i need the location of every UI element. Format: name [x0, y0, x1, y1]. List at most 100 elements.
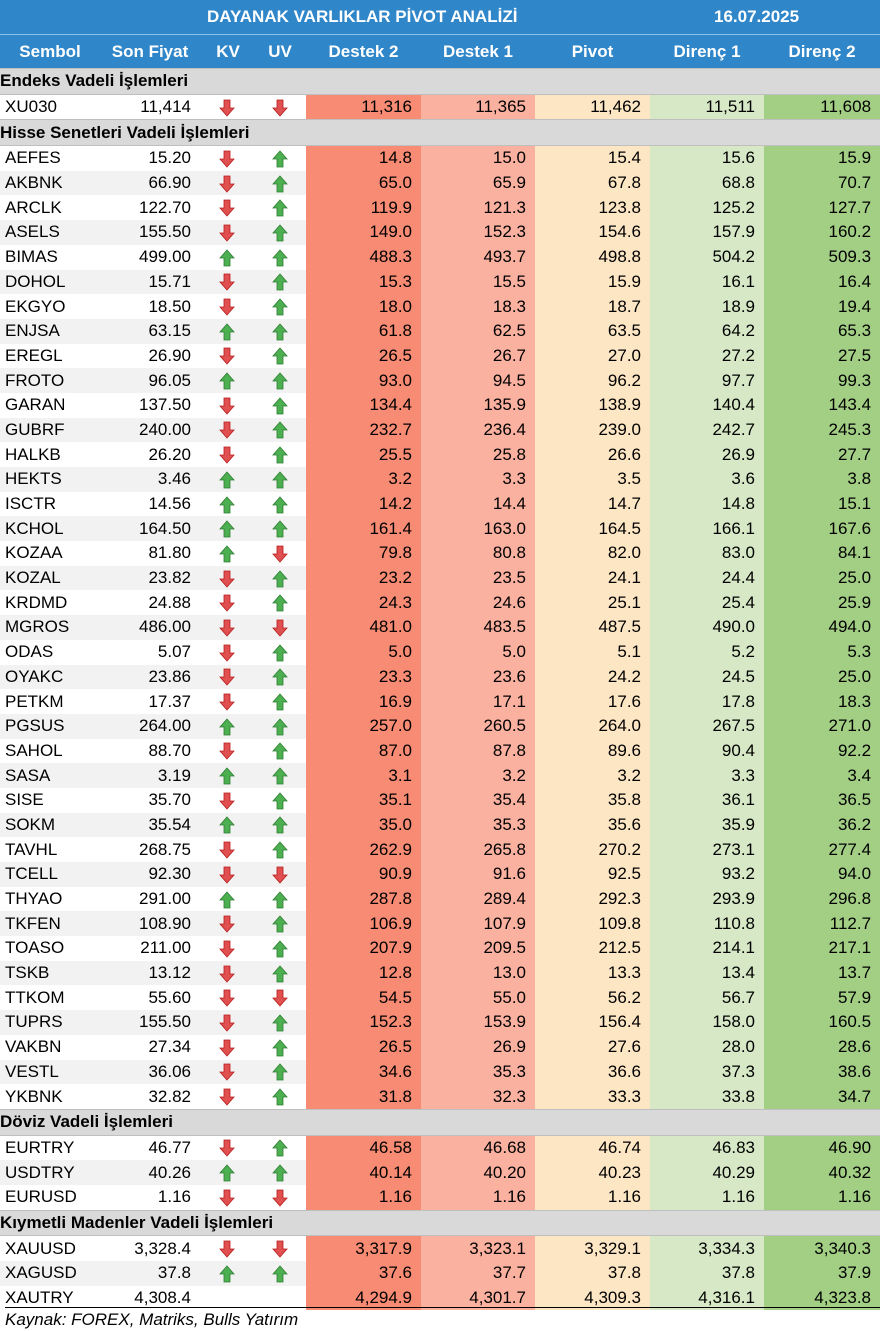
- pivot-cell: 37.8: [535, 1261, 650, 1286]
- last-price-cell: 37.8: [100, 1261, 200, 1286]
- support-1-cell: 107.9: [421, 911, 535, 937]
- table-row: TTKOM 55.60 54.5 55.0 56.2 56.7 57.9: [0, 985, 880, 1011]
- resistance-1-cell: 504.2: [650, 244, 764, 270]
- uv-arrow-cell: [254, 269, 306, 295]
- symbol-cell: XAUUSD: [5, 1238, 76, 1258]
- table-row: XAGUSD 37.8 37.6 37.7 37.8 37.8 37.9: [0, 1261, 880, 1286]
- support-1-cell: 3.2: [421, 763, 535, 788]
- pivot-cell: 25.1: [535, 590, 650, 616]
- resistance-1-cell: 27.2: [650, 343, 764, 369]
- section-header: Hisse Senetleri Vadeli İşlemleri: [0, 119, 880, 147]
- resistance-1-cell: 293.9: [650, 886, 764, 912]
- pivot-cell: 46.74: [535, 1135, 650, 1161]
- uv-arrow-cell: [254, 590, 306, 615]
- support-2-cell: 23.3: [306, 664, 421, 690]
- arrow-up-icon: [272, 693, 288, 711]
- last-price-cell: 40.26: [100, 1160, 200, 1185]
- resistance-1-cell: 13.4: [650, 960, 764, 986]
- last-price-cell: 499.00: [139, 247, 191, 267]
- arrow-down-icon: [219, 866, 235, 884]
- arrow-up-icon: [272, 915, 288, 933]
- kv-arrow-cell: [200, 1261, 254, 1286]
- pivot-cell: 14.7: [535, 491, 650, 517]
- arrow-down-icon: [219, 570, 235, 588]
- resistance-2-cell: 84.1: [764, 541, 880, 566]
- support-2-cell: 12.8: [306, 960, 421, 986]
- arrow-up-icon: [272, 224, 288, 242]
- symbol-cell: FROTO: [0, 368, 100, 393]
- kv-arrow-cell: [200, 195, 254, 220]
- kv-arrow-cell: [200, 664, 254, 690]
- resistance-1-cell: 35.9: [650, 812, 764, 838]
- symbol-cell: KRDMD: [5, 592, 68, 612]
- symbol-cell: EURUSD: [5, 1187, 77, 1207]
- resistance-1-cell: 24.4: [650, 565, 764, 591]
- uv-arrow-cell: [254, 170, 306, 196]
- arrow-down-icon: [219, 1063, 235, 1081]
- symbol-cell: HALKB: [5, 444, 61, 464]
- resistance-1-cell: 25.4: [650, 590, 764, 616]
- arrow-up-icon: [272, 644, 288, 662]
- arrow-down-icon: [219, 940, 235, 958]
- last-price-cell: 35.70: [148, 790, 191, 810]
- last-price-cell: 35.54: [100, 812, 200, 838]
- table-row: ASELS 155.50 149.0 152.3 154.6 157.9 160.2: [0, 220, 880, 245]
- resistance-1-cell: 24.5: [650, 664, 764, 690]
- last-price-cell: 11,414: [140, 97, 191, 117]
- resistance-2-cell: 19.4: [764, 294, 880, 319]
- pivot-cell: 15.9: [535, 269, 650, 295]
- symbol-cell: ENJSA: [0, 318, 100, 344]
- table-row: TOASO 211.00 207.9 209.5 212.5 214.1 217.1: [0, 936, 880, 961]
- table-row: VAKBN 27.34 26.5 26.9 27.6 28.0 28.6: [0, 1034, 880, 1060]
- arrow-up-icon: [219, 890, 235, 908]
- symbol-cell: ISCTR: [5, 494, 56, 514]
- symbol-cell: AKBNK: [0, 170, 100, 196]
- symbol-cell: TOASO: [5, 938, 65, 958]
- arrow-down-icon: [272, 619, 288, 637]
- arrow-up-icon: [272, 890, 288, 908]
- kv-arrow-cell: [200, 220, 254, 245]
- last-price-cell: 18.50: [148, 296, 191, 316]
- resistance-1-cell: 33.8: [650, 1084, 764, 1110]
- support-2-cell: 287.8: [306, 886, 421, 912]
- resistance-2-cell: 25.0: [764, 565, 880, 591]
- arrow-up-icon: [272, 1139, 288, 1157]
- uv-arrow-cell: [254, 541, 306, 566]
- symbol-cell: TKFEN: [0, 911, 100, 937]
- resistance-1-cell: 93.2: [650, 862, 764, 887]
- table-row: HALKB 26.20 25.5 25.8 26.6 26.9 27.7: [0, 442, 880, 467]
- arrow-down-icon: [219, 693, 235, 711]
- uv-arrow-cell: [254, 516, 306, 542]
- last-price-cell: 23.86: [100, 664, 200, 690]
- arrow-down-icon: [219, 915, 235, 933]
- arrow-down-icon: [219, 1140, 235, 1158]
- arrow-down-icon: [219, 644, 235, 662]
- arrow-up-icon: [272, 520, 288, 538]
- section-title: Hisse Senetleri Vadeli İşlemleri: [0, 119, 880, 147]
- kv-arrow-cell: [200, 887, 254, 912]
- support-2-cell: 61.8: [306, 318, 421, 344]
- pivot-cell: 292.3: [535, 886, 650, 912]
- column-header-pivot: Pivot: [571, 42, 614, 61]
- arrow-down-icon: [219, 99, 235, 117]
- support-1-cell: 35.4: [421, 787, 535, 813]
- support-2-cell: 14.8: [306, 145, 421, 171]
- report-date: 16.07.2025: [714, 7, 800, 26]
- last-price-cell: 63.15: [100, 318, 200, 344]
- pivot-cell: 3.5: [535, 467, 650, 492]
- kv-arrow-cell: [200, 713, 254, 739]
- support-1-cell: 135.9: [421, 392, 535, 418]
- support-1-cell: 26.7: [421, 343, 535, 369]
- kv-arrow-cell: [200, 862, 254, 887]
- arrow-down-icon: [219, 1189, 235, 1207]
- resistance-2-cell: 296.8: [764, 886, 880, 912]
- last-price-cell: 4,308.4: [134, 1288, 191, 1308]
- arrow-down-icon: [272, 1240, 288, 1258]
- table-row: SAHOL 88.70 87.0 87.8 89.6 90.4 92.2: [0, 738, 880, 764]
- uv-arrow-cell: [254, 220, 306, 245]
- resistance-1-cell: 166.1: [650, 516, 764, 542]
- support-2-cell: 26.5: [306, 343, 421, 369]
- resistance-1-cell: 15.6: [650, 145, 764, 171]
- arrow-down-icon: [272, 99, 288, 117]
- uv-arrow-cell: [254, 1059, 306, 1085]
